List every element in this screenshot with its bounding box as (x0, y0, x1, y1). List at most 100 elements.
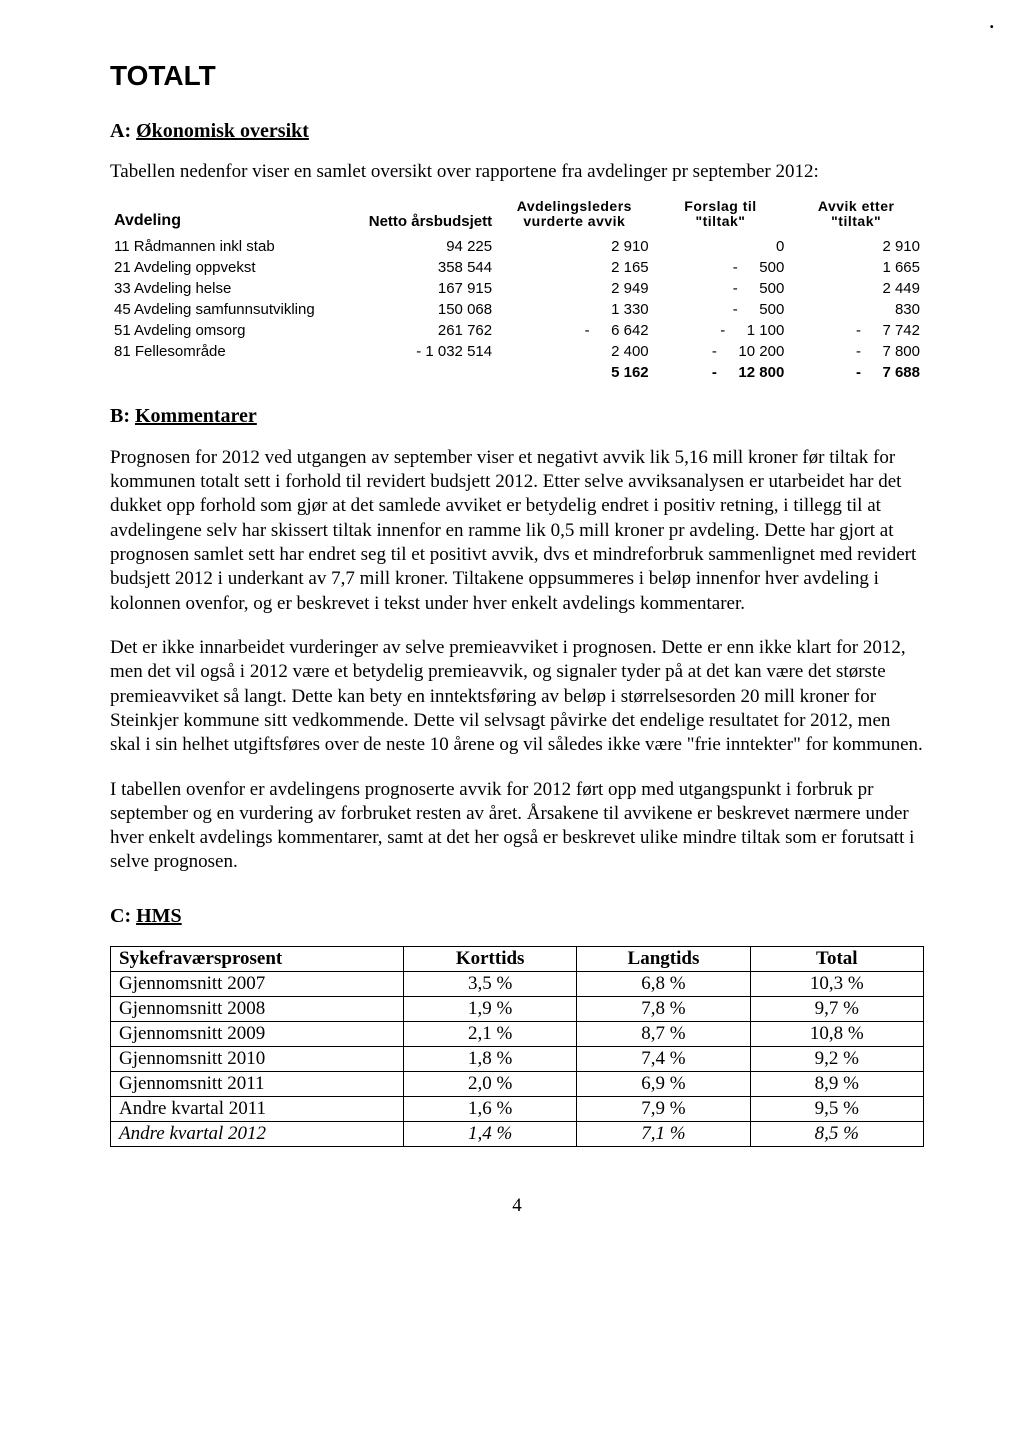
col-forslag-l2: "tiltak" (695, 213, 745, 229)
section-a-heading: A: Økonomisk oversikt (110, 120, 924, 143)
cell-forslag: 0 (653, 236, 789, 257)
col-vurderte-l1: Avdelingsleders (517, 198, 632, 214)
cell-label: Gjennomsnitt 2011 (111, 1071, 404, 1096)
table-row: 33 Avdeling helse167 9152 949- 5002 449 (110, 278, 924, 299)
cell-netto: 358 544 (340, 257, 497, 278)
cell-korttids: 1,8 % (403, 1046, 576, 1071)
page-title: TOTALT (110, 60, 924, 92)
table-row: 21 Avdeling oppvekst358 5442 165- 5001 6… (110, 257, 924, 278)
document-page: . TOTALT A: Økonomisk oversikt Tabellen … (0, 0, 1024, 1454)
cell-korttids: 2,1 % (403, 1021, 576, 1046)
cell-total: 10,3 % (750, 971, 923, 996)
cell-label: 11 Rådmannen inkl stab (110, 236, 340, 257)
section-c-text: HMS (136, 905, 182, 927)
cell-label: Gjennomsnitt 2007 (111, 971, 404, 996)
cell-vurderte: 1 330 (496, 299, 653, 320)
cell-langtids: 7,1 % (577, 1121, 750, 1146)
cell-label: Gjennomsnitt 2008 (111, 996, 404, 1021)
cell-forslag: - 10 200 (653, 341, 789, 362)
col-forslag: Forslag til "tiltak" (653, 197, 789, 236)
cell-total: 10,8 % (750, 1021, 923, 1046)
cell-total: 8,9 % (750, 1071, 923, 1096)
cell-label: 45 Avdeling samfunnsutvikling (110, 299, 340, 320)
cell-vurderte: 2 910 (496, 236, 653, 257)
table-header-row: Sykefraværsprosent Korttids Langtids Tot… (111, 946, 924, 971)
col-avvik-l2: "tiltak" (831, 213, 881, 229)
cell-netto: - 1 032 514 (340, 341, 497, 362)
cell-langtids: 6,9 % (577, 1071, 750, 1096)
cell-korttids: 1,6 % (403, 1096, 576, 1121)
table-row: Gjennomsnitt 20112,0 %6,9 %8,9 % (111, 1071, 924, 1096)
col-avvik-l1: Avvik etter (818, 198, 895, 214)
col-langtids: Langtids (577, 946, 750, 971)
page-mark-dot: . (990, 12, 995, 33)
cell-label: 81 Fellesområde (110, 341, 340, 362)
cell-avvik: 830 (788, 299, 924, 320)
cell-vurderte: 2 165 (496, 257, 653, 278)
section-b-letter: B: (110, 405, 130, 427)
col-netto: Netto årsbudsjett (340, 197, 497, 236)
table-row: Gjennomsnitt 20081,9 %7,8 %9,7 % (111, 996, 924, 1021)
cell-label (110, 362, 340, 383)
page-number: 4 (110, 1195, 924, 1217)
section-a-letter: A: (110, 120, 131, 142)
cell-langtids: 8,7 % (577, 1021, 750, 1046)
table-row: Gjennomsnitt 20073,5 %6,8 %10,3 % (111, 971, 924, 996)
cell-label: 33 Avdeling helse (110, 278, 340, 299)
table-row: 51 Avdeling omsorg261 762- 6 642- 1 100-… (110, 320, 924, 341)
table-row: Andre kvartal 20111,6 %7,9 %9,5 % (111, 1096, 924, 1121)
cell-total: 9,2 % (750, 1046, 923, 1071)
cell-langtids: 7,4 % (577, 1046, 750, 1071)
cell-avvik: 1 665 (788, 257, 924, 278)
col-total: Total (750, 946, 923, 971)
cell-netto: 167 915 (340, 278, 497, 299)
cell-netto: 94 225 (340, 236, 497, 257)
cell-avvik: 2 910 (788, 236, 924, 257)
table-row: Gjennomsnitt 20092,1 %8,7 %10,8 % (111, 1021, 924, 1046)
cell-vurderte: 2 949 (496, 278, 653, 299)
cell-korttids: 1,4 % (403, 1121, 576, 1146)
cell-vurderte: - 6 642 (496, 320, 653, 341)
paragraph-3: I tabellen ovenfor er avdelingens progno… (110, 778, 924, 875)
col-avdeling: Avdeling (110, 197, 340, 236)
cell-avvik: - 7 800 (788, 341, 924, 362)
section-c-heading: C: HMS (110, 905, 924, 928)
cell-korttids: 3,5 % (403, 971, 576, 996)
cell-label: Gjennomsnitt 2009 (111, 1021, 404, 1046)
paragraph-1: Prognosen for 2012 ved utgangen av septe… (110, 446, 924, 616)
col-forslag-l1: Forslag til (684, 198, 756, 214)
cell-label: 51 Avdeling omsorg (110, 320, 340, 341)
cell-langtids: 6,8 % (577, 971, 750, 996)
cell-forslag: - 500 (653, 299, 789, 320)
table-row: Andre kvartal 20121,4 %7,1 %8,5 % (111, 1121, 924, 1146)
table-sum-row: 5 162- 12 800- 7 688 (110, 362, 924, 383)
table-row: 81 Fellesområde- 1 032 5142 400- 10 200-… (110, 341, 924, 362)
col-avvik: Avvik etter "tiltak" (788, 197, 924, 236)
col-sykefravaer: Sykefraværsprosent (111, 946, 404, 971)
cell-netto: 150 068 (340, 299, 497, 320)
cell-forslag: - 12 800 (653, 362, 789, 383)
col-vurderte: Avdelingsleders vurderte avvik (496, 197, 653, 236)
section-a-text: Økonomisk oversikt (136, 120, 309, 142)
cell-total: 9,7 % (750, 996, 923, 1021)
col-korttids: Korttids (403, 946, 576, 971)
cell-total: 8,5 % (750, 1121, 923, 1146)
table-row: 11 Rådmannen inkl stab94 2252 91002 910 (110, 236, 924, 257)
intro-paragraph: Tabellen nedenfor viser en samlet oversi… (110, 161, 924, 183)
cell-netto (340, 362, 497, 383)
cell-vurderte: 2 400 (496, 341, 653, 362)
cell-korttids: 2,0 % (403, 1071, 576, 1096)
cell-label: Andre kvartal 2012 (111, 1121, 404, 1146)
cell-avvik: - 7 742 (788, 320, 924, 341)
cell-total: 9,5 % (750, 1096, 923, 1121)
cell-avvik: 2 449 (788, 278, 924, 299)
cell-avvik: - 7 688 (788, 362, 924, 383)
cell-forslag: - 1 100 (653, 320, 789, 341)
cell-langtids: 7,9 % (577, 1096, 750, 1121)
cell-langtids: 7,8 % (577, 996, 750, 1021)
cell-forslag: - 500 (653, 257, 789, 278)
cell-label: Gjennomsnitt 2010 (111, 1046, 404, 1071)
sick-leave-table: Sykefraværsprosent Korttids Langtids Tot… (110, 946, 924, 1147)
economic-overview-table: Avdeling Netto årsbudsjett Avdelingslede… (110, 197, 924, 383)
cell-label: Andre kvartal 2011 (111, 1096, 404, 1121)
